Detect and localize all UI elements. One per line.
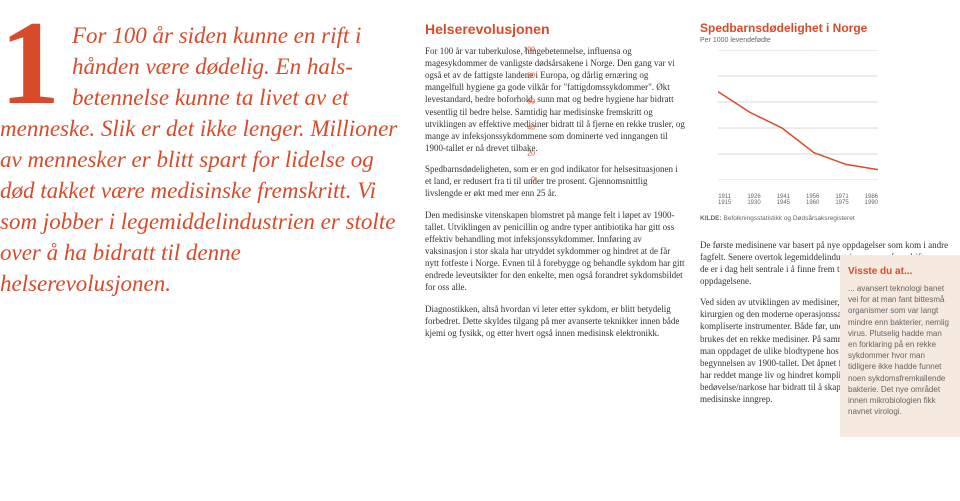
chart-title-text: Spedbarnsdødelighet i Norge (700, 21, 867, 35)
body-p2: Spedbarnsdødeligheten, som er en god ind… (425, 163, 685, 199)
body-heading: Helserevolusjonen (425, 20, 685, 39)
intro-text: For 100 år siden kunne en rift i hånden … (0, 20, 400, 299)
chart-container: Spedbarnsdødelighet i Norge Per 1000 lev… (700, 20, 950, 224)
sidebar-callout: Visste du at... ... avansert teknologi b… (840, 255, 960, 437)
intro-column: 1 For 100 år siden kunne en rift i hånde… (0, 0, 420, 501)
chart-area: 020406080100 (700, 50, 880, 190)
chart-svg (718, 50, 878, 180)
body-p1: For 100 år var tuberkulose, lungebetenne… (425, 45, 685, 154)
source-text: Befolkningsstatistikk og Dødsårsaksregis… (723, 215, 854, 222)
source-label: KILDE: (700, 215, 722, 222)
page-spread: 1 For 100 år siden kunne en rift i hånde… (0, 0, 960, 501)
chapter-number: 1 (0, 15, 60, 111)
body-column: Helserevolusjonen For 100 år var tuberku… (420, 0, 700, 501)
chart-title: Spedbarnsdødelighet i Norge (700, 20, 950, 36)
chart-source: KILDE: Befolkningsstatistikk og Dødsårsa… (700, 215, 950, 224)
sidebar-heading: Visste du at... (848, 265, 952, 279)
chart-subtitle: Per 1000 levendefødte (700, 36, 950, 45)
body-p4: Diagnostikken, altså hvordan vi leter et… (425, 303, 685, 339)
x-axis-labels: 1911191519261930194119451956196019711975… (718, 194, 878, 207)
sidebar-text: ... avansert teknologi banet vei for at … (848, 283, 952, 417)
body-p3: Den medisinske vitenskapen blomstret på … (425, 209, 685, 294)
